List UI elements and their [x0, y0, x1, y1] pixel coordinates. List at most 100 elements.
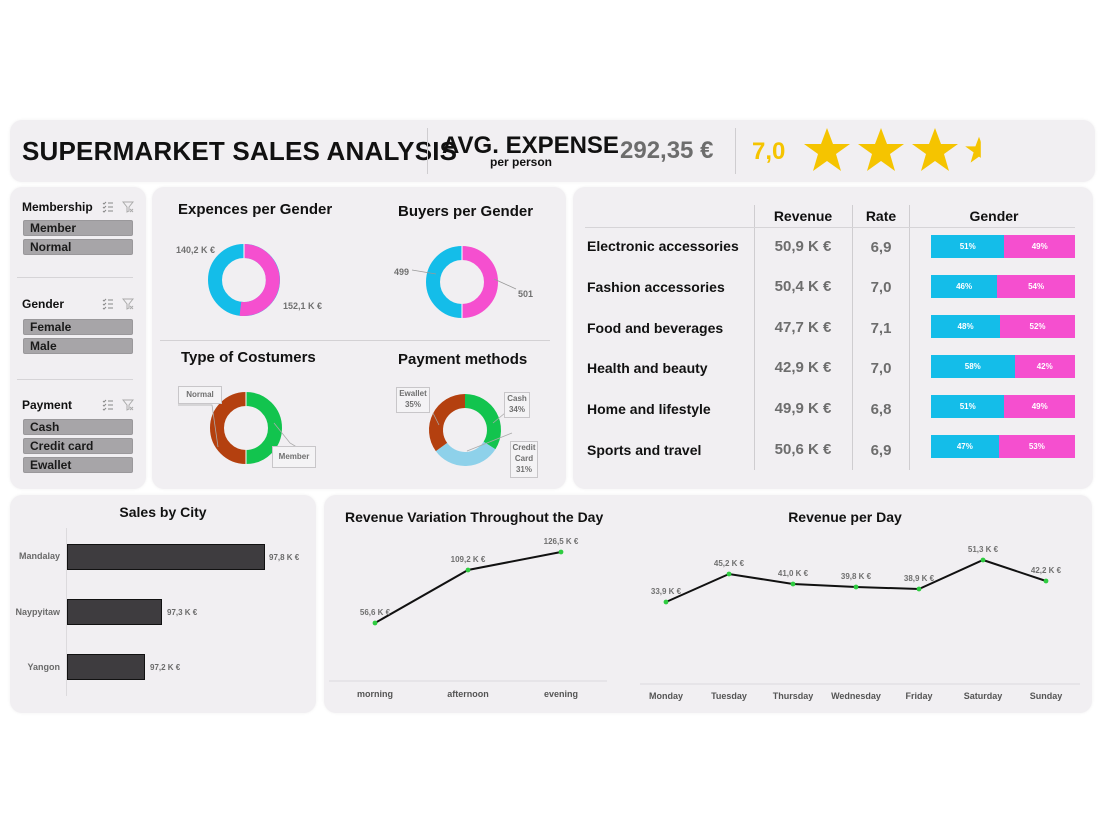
- category-rate: 6,9: [870, 239, 892, 256]
- x-axis-label: Saturday: [963, 691, 1003, 701]
- rating-stars: [802, 126, 994, 174]
- slicer-item-female[interactable]: Female: [23, 319, 133, 335]
- female-expense-label: 152,1 K €: [283, 301, 323, 311]
- x-axis-label: Friday: [905, 691, 933, 701]
- divider: [427, 128, 428, 174]
- x-axis-label: Thursday: [772, 691, 814, 701]
- x-axis-label: afternoon: [447, 689, 489, 699]
- gender-split-bar: 47% 53%: [931, 435, 1075, 458]
- product-line-table: Revenue Rate Gender Electronic accessori…: [573, 187, 1093, 489]
- divider: [160, 340, 550, 341]
- point-label: 51,3 K €: [967, 545, 999, 554]
- slicer-item-credit-card[interactable]: Credit card: [23, 438, 133, 454]
- chart-title: Expences per Gender: [178, 201, 333, 218]
- gender-split-bar: 48% 52%: [931, 315, 1075, 338]
- female-share: 53%: [998, 435, 1075, 458]
- male-share: 51%: [931, 235, 1005, 258]
- slicer-item-male[interactable]: Male: [23, 338, 133, 354]
- category-label: Health and beauty: [587, 360, 708, 376]
- slicer-item-normal[interactable]: Normal: [23, 239, 133, 255]
- member-label: Member: [272, 446, 316, 468]
- x-axis-label: Monday: [648, 691, 684, 701]
- female-share: 42%: [1014, 355, 1075, 378]
- chart-title: Sales by City: [119, 504, 207, 520]
- multi-select-icon[interactable]: [102, 298, 114, 310]
- chart-title: Revenue per Day: [788, 509, 902, 525]
- male-buyers-label: 499: [394, 267, 410, 277]
- city-bar-mandalay: [67, 544, 265, 570]
- category-rate: 7,0: [870, 279, 892, 296]
- cash-name: Cash: [507, 394, 527, 403]
- sales-by-city-card: Sales by City Mandalay 97,8 K € Naypyita…: [10, 495, 316, 713]
- star-icon: [912, 128, 958, 171]
- male-share: 58%: [931, 355, 1015, 378]
- cash-pct: 34%: [508, 405, 525, 414]
- category-rate: 6,9: [870, 442, 892, 459]
- city-value: 97,3 K €: [167, 608, 198, 617]
- cash-label: Cash 34%: [504, 392, 530, 418]
- point-label: 45,2 K €: [713, 559, 745, 568]
- multi-select-icon[interactable]: [102, 201, 114, 213]
- male-expense-label: 140,2 K €: [176, 245, 216, 255]
- category-revenue: 49,9 K €: [774, 400, 832, 417]
- slicer-item-member[interactable]: Member: [23, 220, 133, 236]
- point-label: 56,6 K €: [359, 608, 391, 617]
- clear-filter-icon[interactable]: [122, 201, 134, 213]
- female-share: 49%: [1004, 235, 1075, 258]
- clear-filter-icon[interactable]: [122, 298, 134, 310]
- gender-split-bar: 58% 42%: [931, 355, 1075, 378]
- slicer-item-cash[interactable]: Cash: [23, 419, 133, 435]
- header-card: SUPERMARKET SALES ANALYSIS AVG. EXPENSE …: [10, 120, 1095, 182]
- slicer-title: Gender: [22, 297, 65, 311]
- category-revenue: 50,9 K €: [774, 238, 832, 255]
- leader-lines: [411, 269, 517, 290]
- female-share: 52%: [1000, 315, 1075, 338]
- category-revenue: 42,9 K €: [774, 359, 832, 376]
- city-value: 97,8 K €: [269, 553, 300, 562]
- point-label: 33,9 K €: [650, 587, 682, 596]
- x-axis-label: morning: [357, 689, 393, 699]
- dashboard-title: SUPERMARKET SALES ANALYSIS: [22, 136, 458, 166]
- female-buyers-label: 501: [518, 289, 534, 299]
- gender-split-bar: 51% 49%: [931, 395, 1075, 418]
- clear-filter-icon[interactable]: [122, 399, 134, 411]
- column-header-gender: Gender: [969, 208, 1019, 224]
- chart-title: Payment methods: [398, 351, 528, 368]
- column-header-revenue: Revenue: [773, 208, 833, 224]
- category-rate: 6,8: [870, 401, 892, 418]
- ewallet-name: Ewallet: [399, 389, 427, 398]
- filter-panel: Membership Member Normal Gender Female M…: [10, 187, 146, 489]
- avg-expense-label: AVG. EXPENSE: [442, 132, 619, 159]
- category-rate: 7,0: [870, 360, 892, 377]
- city-value: 97,2 K €: [150, 663, 181, 672]
- chart-title: Revenue Variation Throughout the Day: [345, 509, 604, 525]
- payment-methods-donut: [429, 394, 501, 466]
- category-label: Food and beverages: [587, 320, 724, 336]
- point-label: 109,2 K €: [450, 555, 486, 564]
- slicer-title: Payment: [22, 398, 73, 412]
- x-axis-label: Sunday: [1029, 691, 1063, 701]
- multi-select-icon[interactable]: [102, 399, 114, 411]
- point-label: 42,2 K €: [1030, 566, 1062, 575]
- male-share: 51%: [931, 395, 1005, 418]
- x-axis-label: Wednesday: [831, 691, 881, 701]
- city-label: Mandalay: [18, 551, 60, 561]
- weekday-line-chart: [640, 557, 1080, 685]
- slicer-item-ewallet[interactable]: Ewallet: [23, 457, 133, 473]
- credit-card-pct: 31%: [515, 465, 532, 474]
- expenses-gender-donut: [208, 244, 280, 316]
- category-revenue: 50,6 K €: [774, 441, 832, 458]
- customer-type-donut: [210, 392, 282, 464]
- divider: [735, 128, 736, 174]
- city-bar-naypyitaw: [67, 599, 162, 625]
- rating-value: 7,0: [752, 138, 786, 165]
- half-star-icon: [965, 136, 981, 163]
- category-revenue: 50,4 K €: [774, 278, 832, 295]
- gender-split-bar: 46% 54%: [931, 275, 1075, 298]
- column-divider: [754, 205, 755, 470]
- avg-expense-value: 292,35 €: [620, 137, 714, 164]
- gender-split-bar: 51% 49%: [931, 235, 1075, 258]
- category-revenue: 47,7 K €: [774, 319, 832, 336]
- ewallet-label: Ewallet 35%: [396, 387, 430, 413]
- column-divider: [909, 205, 910, 470]
